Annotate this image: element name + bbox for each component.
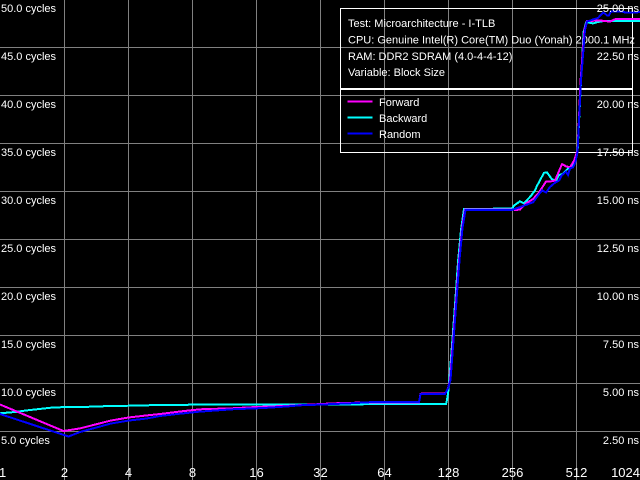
svg-text:64: 64 [377,465,391,480]
svg-text:1024: 1024 [611,465,640,480]
svg-text:2: 2 [61,465,68,480]
svg-text:25.0 cycles: 25.0 cycles [1,243,57,255]
svg-text:22.50 ns: 22.50 ns [597,51,640,63]
svg-text:30.0 cycles: 30.0 cycles [1,195,57,207]
svg-text:20.0 cycles: 20.0 cycles [1,291,57,303]
svg-text:512: 512 [566,465,588,480]
svg-text:15.00 ns: 15.00 ns [597,195,640,207]
svg-text:7.50 ns: 7.50 ns [603,339,640,351]
svg-text:50.0 cycles: 50.0 cycles [1,3,57,15]
svg-text:5.00 ns: 5.00 ns [603,387,640,399]
svg-text:256: 256 [502,465,524,480]
svg-text:Forward: Forward [379,97,419,109]
svg-text:25.00 ns: 25.00 ns [597,3,640,15]
svg-text:10.0 cycles: 10.0 cycles [1,387,57,399]
svg-text:4: 4 [125,465,132,480]
svg-text:40.0 cycles: 40.0 cycles [1,99,57,111]
svg-text:Backward: Backward [379,113,427,125]
svg-text:8: 8 [189,465,196,480]
svg-text:16: 16 [249,465,263,480]
svg-text:12.50 ns: 12.50 ns [597,243,640,255]
svg-text:Random: Random [379,129,421,141]
svg-text:Test: Microarchitecture - I-TL: Test: Microarchitecture - I-TLB [348,18,495,30]
svg-text:5.0 cycles: 5.0 cycles [1,435,50,447]
svg-text:20.00 ns: 20.00 ns [597,99,640,111]
svg-text:32: 32 [313,465,327,480]
svg-text:17.50 ns: 17.50 ns [597,147,640,159]
svg-text:Variable: Block Size: Variable: Block Size [348,67,445,79]
svg-text:128: 128 [438,465,460,480]
svg-text:35.0 cycles: 35.0 cycles [1,147,57,159]
svg-text:CPU: Genuine Intel(R) Core(TM): CPU: Genuine Intel(R) Core(TM) Duo (Yona… [348,35,635,47]
svg-text:45.0 cycles: 45.0 cycles [1,51,57,63]
svg-text:2.50 ns: 2.50 ns [603,435,640,447]
svg-text:15.0 cycles: 15.0 cycles [1,339,57,351]
svg-text:RAM: DDR2 SDRAM (4.0-4-4-12): RAM: DDR2 SDRAM (4.0-4-4-12) [348,51,512,63]
svg-text:1: 1 [0,465,6,480]
svg-text:10.00 ns: 10.00 ns [597,291,640,303]
